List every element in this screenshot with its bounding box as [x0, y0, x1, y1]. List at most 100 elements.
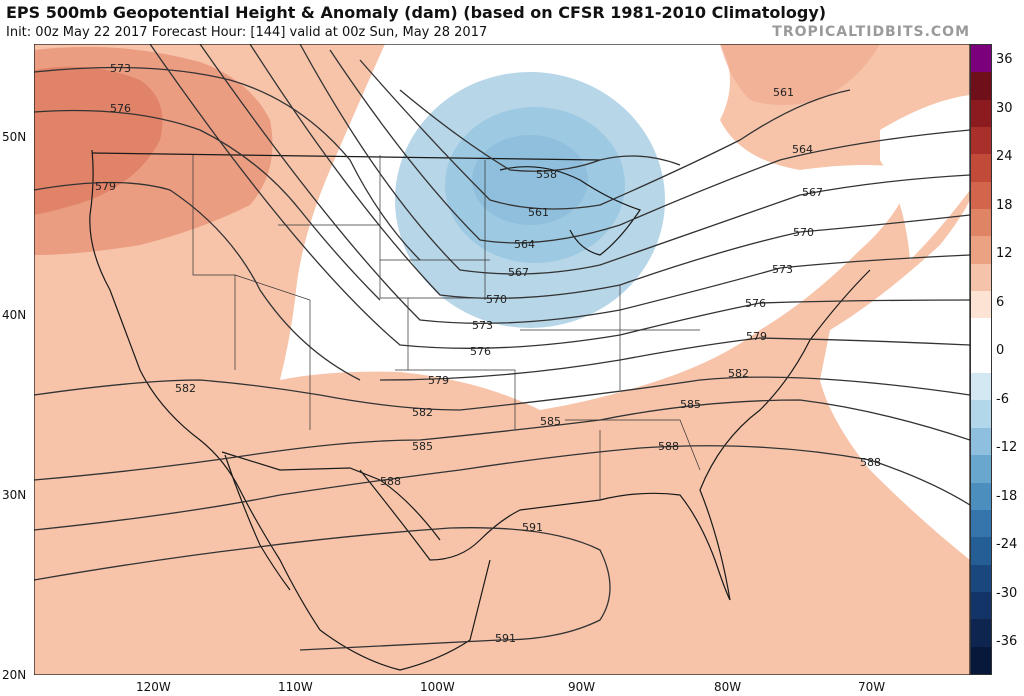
- colorbar-label: -18: [996, 488, 1018, 504]
- clabel-567-e: 567: [802, 186, 823, 199]
- colorbar-cell: [971, 318, 991, 346]
- clabel-576-e: 576: [745, 297, 766, 310]
- contour-558: [399, 89, 681, 172]
- clabel-564: 564: [514, 238, 535, 251]
- contour-576-west: [34, 109, 381, 301]
- clabel-588-e: 588: [658, 440, 679, 453]
- neutral-anomaly-northeast: [880, 95, 970, 260]
- contour-573-east: [199, 44, 970, 324]
- colorbar-cell: [971, 455, 991, 483]
- colorbar-cell: [971, 291, 991, 319]
- colorbar-label: -12: [996, 440, 1018, 455]
- map-subtitle: Init: 00z May 22 2017 Forecast Hour: [14…: [6, 25, 488, 40]
- mexico-coast-line: [319, 559, 491, 671]
- contour-564: [329, 49, 970, 244]
- contour-591-upper: [34, 527, 611, 651]
- colorbar-cell: [971, 236, 991, 264]
- colorbar-label: 18: [996, 197, 1013, 213]
- baja-coast-line: [224, 454, 291, 591]
- clabel-564-e: 564: [792, 143, 813, 156]
- lon-label-120w: 120W: [136, 680, 171, 694]
- state-border-6: [520, 285, 700, 390]
- colorbar-cell: [971, 209, 991, 237]
- clabel-567: 567: [508, 266, 529, 279]
- clabel-591-a: 591: [522, 521, 543, 534]
- clabel-576: 576: [470, 345, 491, 358]
- state-border-3: [278, 224, 409, 370]
- colorbar-cell: [971, 482, 991, 510]
- clabel-579: 579: [428, 374, 449, 387]
- clabel-585-e: 585: [680, 398, 701, 411]
- colorbar-cell: [971, 400, 991, 428]
- clabel-591-b: 591: [495, 632, 516, 645]
- clabel-579-e: 579: [746, 330, 767, 343]
- lat-label-30n: 30N: [2, 488, 27, 502]
- contour-579-east: [379, 337, 970, 381]
- colorbar-cell: [971, 45, 991, 73]
- colorbar-cell: [971, 427, 991, 456]
- coastlines: [89, 149, 871, 671]
- state-border-1: [192, 155, 236, 370]
- clabel-585-e2: 585: [540, 415, 561, 428]
- state-border-2: [234, 274, 311, 430]
- colorbar-cell: [971, 72, 991, 100]
- lon-label-110w: 110W: [278, 680, 313, 694]
- east-coast-line: [699, 269, 871, 601]
- contour-561: [359, 59, 851, 210]
- anomaly-colorbar: [970, 44, 992, 675]
- us-mexico-border-line: [221, 451, 441, 541]
- clabel-585: 585: [412, 440, 433, 453]
- lon-label-90w: 90W: [568, 680, 596, 694]
- colorbar-cell: [971, 99, 991, 128]
- contour-573-west: [34, 66, 421, 261]
- positive-anomaly-canada-northeast: [720, 44, 880, 105]
- colorbar-label: 24: [996, 149, 1013, 164]
- contour-582: [34, 376, 970, 411]
- positive-anomaly-west: [34, 44, 970, 675]
- colorbar-cell: [971, 509, 991, 538]
- clabel-576-w: 576: [110, 102, 131, 115]
- clabel-579-w: 579: [95, 180, 116, 193]
- colorbar-cell: [971, 181, 991, 210]
- colorbar-cell: [971, 345, 991, 374]
- contour-585: [34, 399, 970, 481]
- clabel-573: 573: [472, 319, 493, 332]
- state-border-5: [395, 160, 516, 430]
- colorbar-label: 36: [996, 52, 1013, 67]
- anomaly-map: 573 576 579 582 585 588 591 591 558 561 …: [34, 44, 970, 675]
- contour-579-west: [34, 181, 361, 381]
- colorbar-cell: [971, 127, 991, 155]
- colorbar-label: 6: [996, 294, 1005, 310]
- clabel-561-e: 561: [773, 86, 794, 99]
- colorbar-label: -24: [996, 537, 1018, 552]
- colorbar-cell: [971, 646, 991, 674]
- colorbar-label: 30: [996, 100, 1013, 116]
- clabel-570-e: 570: [793, 226, 814, 239]
- lon-label-100w: 100W: [420, 680, 455, 694]
- west-coast-line: [89, 149, 321, 631]
- colorbar-cell: [971, 537, 991, 565]
- brand-watermark: TROPICALTIDBITS.COM: [772, 24, 970, 40]
- colorbar-label: -36: [996, 634, 1018, 649]
- clabel-561: 561: [528, 206, 549, 219]
- lon-label-70w: 70W: [858, 680, 886, 694]
- colorbar-cell: [971, 154, 991, 182]
- clabel-588: 588: [380, 475, 401, 488]
- colorbar-cell: [971, 564, 991, 592]
- colorbar-cell: [971, 619, 991, 647]
- clabel-582-mid: 582: [412, 406, 433, 419]
- height-contours: [34, 44, 970, 651]
- clabel-582: 582: [175, 382, 196, 395]
- clabel-558: 558: [536, 168, 557, 181]
- gulf-coast-line: [359, 469, 731, 601]
- great-lakes-outline: [499, 166, 641, 256]
- strongest-positive-anomaly-pnw: [34, 66, 163, 216]
- canada-border-line: [91, 152, 601, 161]
- contour-588: [34, 445, 970, 531]
- lon-label-80w: 80W: [714, 680, 742, 694]
- colorbar-cell: [971, 263, 991, 292]
- colorbar-cell: [971, 591, 991, 620]
- clabel-588-e2: 588: [860, 456, 881, 469]
- lat-label-50n: 50N: [2, 130, 27, 144]
- contour-570: [249, 44, 970, 299]
